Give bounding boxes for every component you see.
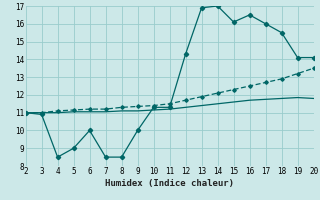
X-axis label: Humidex (Indice chaleur): Humidex (Indice chaleur) [105, 179, 234, 188]
